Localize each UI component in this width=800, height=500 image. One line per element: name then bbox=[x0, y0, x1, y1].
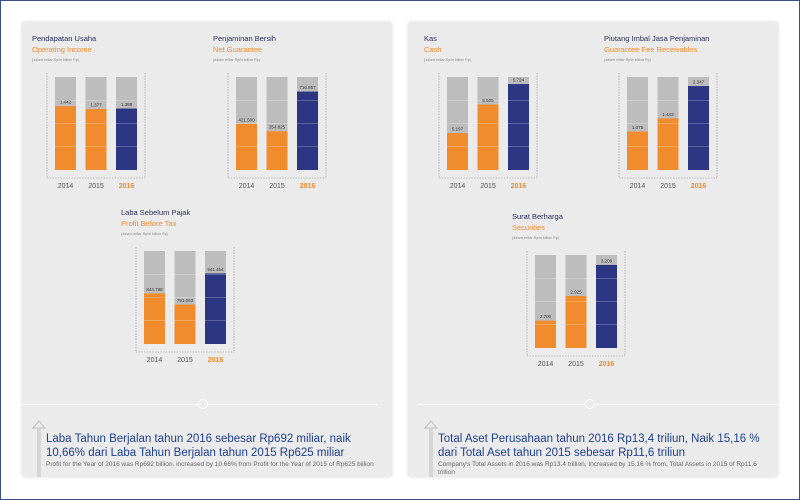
bar-2014 bbox=[144, 293, 165, 344]
tick-label: 2016 bbox=[511, 183, 527, 190]
bar-2016 bbox=[508, 84, 529, 170]
bar-chart-svg: 2.700 2014 2.925 2015 3.209 2016 bbox=[526, 251, 626, 368]
bar-2016 bbox=[688, 86, 709, 170]
arrow-up-icon bbox=[424, 420, 438, 477]
tick-label: 2014 bbox=[538, 361, 554, 368]
data-label: 1.443 bbox=[662, 112, 674, 117]
timeline-line bbox=[418, 404, 778, 405]
tick-label: 2014 bbox=[58, 183, 74, 190]
panel-assets: Kas Cash (dalam miliar Rp/in billion Rp)… bbox=[408, 22, 778, 477]
chart-net-guarantee: Penjaminan Bersih Net Guarantee (dalam m… bbox=[213, 34, 358, 190]
tick-label: 2015 bbox=[660, 183, 676, 190]
caption-body: Company's Total Assets in 2016 was Rp13.… bbox=[438, 461, 757, 476]
bar-2015 bbox=[85, 109, 107, 170]
chart-title: Penjaminan Bersih bbox=[213, 34, 276, 43]
data-label: 5.724 bbox=[513, 78, 525, 83]
tick-label: 2016 bbox=[599, 361, 615, 368]
tick-label: 2015 bbox=[88, 183, 104, 190]
bar-chart-svg: 1.442 2014 1.377 2015 1.388 2016 bbox=[46, 73, 146, 190]
bar-2016 bbox=[205, 273, 226, 344]
tick-label: 2015 bbox=[480, 183, 496, 190]
chart-unit: (dalam miliar Rp/in billion Rp) bbox=[213, 58, 260, 62]
data-label: 2.700 bbox=[540, 314, 552, 319]
chart-operating-income: Pendapatan Usaha Operating Income (dalam… bbox=[32, 34, 177, 190]
data-label: 844.788 bbox=[146, 287, 163, 292]
caption-headline: Laba Tahun Berjalan tahun 2016 sebesar R… bbox=[46, 433, 351, 459]
chart-subtitle: Operating Income bbox=[32, 45, 92, 54]
bar-2016 bbox=[297, 91, 318, 170]
chart-subtitle: Net Guarantee bbox=[213, 45, 263, 54]
data-label: 3.209 bbox=[601, 258, 613, 263]
data-label: 716.857 bbox=[299, 85, 316, 90]
bar-2015 bbox=[174, 304, 196, 344]
data-label: 2.925 bbox=[570, 290, 582, 295]
bar-2015 bbox=[565, 296, 587, 348]
data-label: 354.825 bbox=[269, 125, 286, 130]
tick-label: 2016 bbox=[208, 357, 224, 364]
chart-title: Laba Sebelum Pajak bbox=[121, 208, 191, 217]
tick-label: 2015 bbox=[568, 361, 584, 368]
data-label: 1.377 bbox=[90, 103, 102, 108]
data-label: 1.388 bbox=[121, 102, 133, 107]
bar-2014 bbox=[55, 106, 76, 170]
bar-2015 bbox=[657, 118, 679, 170]
chart-unit: (dalam miliar Rp/in billion Rp) bbox=[32, 58, 79, 62]
bar-2015 bbox=[266, 131, 288, 170]
bar-2014 bbox=[447, 133, 468, 170]
data-label: 5.197 bbox=[452, 127, 464, 132]
chart-unit: (dalam miliar Rp/in billion Rp) bbox=[424, 58, 471, 62]
data-label: 5.505 bbox=[482, 98, 494, 103]
tick-label: 2016 bbox=[119, 183, 135, 190]
caption-body: Profit for the Year of 2016 was Rp692 bi… bbox=[46, 461, 374, 468]
tick-label: 2014 bbox=[630, 183, 646, 190]
tick-label: 2015 bbox=[269, 183, 285, 190]
tick-label: 2015 bbox=[177, 357, 193, 364]
tick-label: 2014 bbox=[239, 183, 255, 190]
chart-profit-before-tax: Laba Sebelum Pajak Profit Before Tax (da… bbox=[121, 208, 266, 364]
bar-2016 bbox=[596, 264, 617, 348]
chart-title: Piutang Imbal Jasa Penjaminan bbox=[604, 34, 710, 43]
data-label: 421.500 bbox=[238, 117, 255, 122]
chart-unit: (dalam miliar Rp/in billion Rp) bbox=[604, 58, 651, 62]
chart-title: Surat Berharga bbox=[512, 212, 563, 221]
bar-2016 bbox=[116, 108, 137, 170]
chart-subtitle: Securities bbox=[512, 223, 545, 232]
bar-chart-svg: 844.788 2014 791.053 2015 941.454 2016 bbox=[135, 247, 235, 364]
bar-2015 bbox=[477, 104, 499, 170]
tick-label: 2014 bbox=[450, 183, 466, 190]
chart-subtitle: Cash bbox=[424, 45, 442, 54]
bar-2014 bbox=[627, 131, 648, 170]
timeline-knob[interactable] bbox=[198, 399, 208, 409]
tick-label: 2014 bbox=[147, 357, 163, 364]
tick-label: 2016 bbox=[691, 183, 707, 190]
bar-chart-svg: 5.197 2014 5.505 2015 5.724 2016 bbox=[438, 73, 538, 190]
chart-title: Pendapatan Usaha bbox=[32, 34, 97, 43]
chart-unit: (dalam miliar Rp/in billion Rp) bbox=[512, 236, 559, 240]
caption-headline: Total Aset Perusahaan tahun 2016 Rp13,4 … bbox=[438, 433, 760, 459]
data-label: 791.053 bbox=[177, 298, 194, 303]
chart-subtitle: Guarantee Fee Receivables bbox=[604, 45, 698, 54]
chart-unit: (dalam miliar Rp/in billion Rp) bbox=[121, 232, 168, 236]
chart-cash: Kas Cash (dalam miliar Rp/in billion Rp)… bbox=[424, 34, 569, 190]
bar-chart-svg: 1.075 2014 1.443 2015 2.347 2016 bbox=[618, 73, 718, 190]
tick-label: 2016 bbox=[300, 183, 316, 190]
arrow-up-icon bbox=[32, 420, 46, 477]
data-label: 2.347 bbox=[693, 80, 705, 85]
bar-2014 bbox=[535, 320, 556, 348]
chart-securities: Surat Berharga Securities (dalam miliar … bbox=[512, 212, 657, 368]
data-label: 1.442 bbox=[60, 100, 72, 105]
chart-title: Kas bbox=[424, 34, 437, 43]
bar-chart-svg: 421.500 2014 354.825 2015 716.857 2016 bbox=[227, 73, 327, 190]
chart-guarantee-fee-receivables: Piutang Imbal Jasa Penjaminan Guarantee … bbox=[604, 34, 749, 190]
chart-subtitle: Profit Before Tax bbox=[121, 219, 177, 228]
data-label: 1.075 bbox=[632, 125, 644, 130]
panel-operating-results: Pendapatan Usaha Operating Income (dalam… bbox=[22, 22, 392, 477]
timeline-knob[interactable] bbox=[585, 399, 595, 409]
data-label: 941.454 bbox=[207, 267, 224, 272]
